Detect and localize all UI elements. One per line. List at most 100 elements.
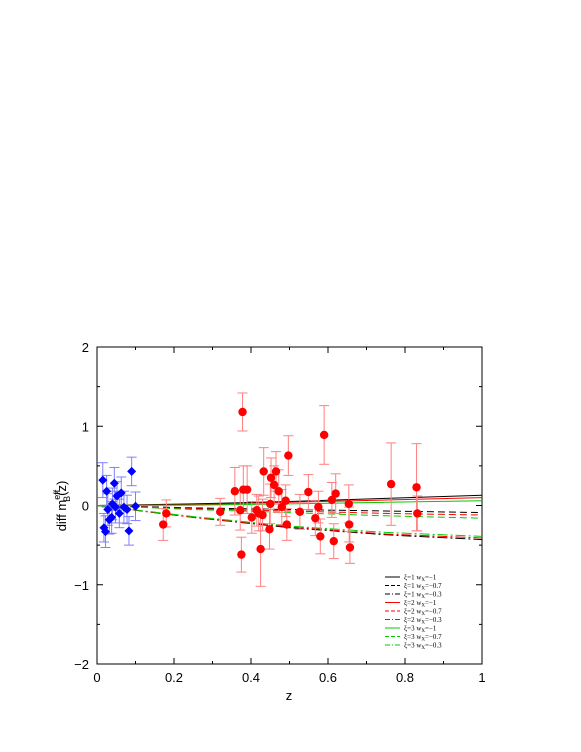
data-point-diamond: [124, 526, 134, 536]
data-point-circle: [236, 506, 245, 515]
data-point-circle: [281, 496, 290, 505]
data-point-circle: [277, 502, 286, 512]
data-point-circle: [230, 487, 240, 496]
x-axis-label: z: [286, 688, 293, 703]
data-point-diamond: [109, 478, 119, 488]
data-point-circle: [269, 480, 279, 490]
legend-label-xi: ξ=3 w: [404, 642, 422, 650]
y-tick-label: 0: [82, 499, 89, 514]
data-point-circle: [344, 499, 353, 509]
model-curve: [96, 500, 483, 506]
data-point-circle: [159, 520, 168, 529]
data-point-circle: [412, 483, 421, 492]
data-point-circle: [345, 543, 355, 552]
legend-label-sub: X: [421, 621, 425, 626]
legend-label-value: =−1: [425, 625, 437, 633]
data-point-diamond: [114, 508, 124, 518]
legend-label-value: =−0.7: [425, 608, 442, 616]
data-point-circle: [386, 479, 396, 489]
legend-label-xi: ξ=3 w: [404, 633, 422, 641]
legend-label-sub: X: [421, 587, 425, 592]
y-axis-label-tail: (z): [54, 481, 69, 496]
data-point-circle: [242, 485, 252, 494]
legend-label-xi: ξ=2 w: [404, 608, 422, 616]
x-tick-label: 0: [93, 670, 100, 685]
data-point-diamond: [127, 466, 137, 476]
legend: ξ=1 wX=−1ξ=1 wX=−0.7ξ=1 wX=−0.3ξ=2 wX=−1…: [385, 574, 442, 652]
y-axis-label-sup: eff: [52, 489, 62, 499]
legend-label-xi: ξ=1 w: [404, 582, 422, 590]
data-point-circle: [237, 550, 246, 559]
data-point-circle: [266, 499, 275, 509]
data-point-circle: [331, 489, 340, 498]
data-point-circle: [258, 510, 267, 520]
y-tick-label: −1: [74, 578, 89, 593]
x-tick-label: 0.2: [165, 670, 183, 685]
model-curve: [96, 505, 483, 537]
error-bars: [97, 392, 423, 587]
legend-label-xi: ξ=2 w: [404, 599, 422, 607]
data-point-circle: [344, 520, 354, 529]
axis-ticks: 0 0.2 0.4 0.6 0.8 1 −2 −1 0 1 2: [74, 340, 485, 685]
legend-label-xi: ξ=1 w: [404, 591, 422, 599]
data-point-diamond: [98, 475, 108, 485]
legend-label: ξ=3 wX=−0.3: [404, 642, 442, 652]
data-point-circle: [304, 487, 313, 497]
legend-label-sub: X: [421, 638, 425, 643]
legend-label-value: =−1: [425, 599, 437, 607]
data-point-circle: [266, 473, 276, 482]
legend-label: ξ=2 wX=−1: [404, 599, 437, 609]
legend-label: ξ=1 wX=−1: [404, 574, 437, 584]
data-point-circle: [238, 407, 247, 417]
data-point-circle: [295, 507, 305, 517]
legend-label-sub: X: [421, 595, 425, 600]
data-point-diamond: [131, 501, 140, 511]
legend-label: ξ=2 wX=−0.3: [404, 616, 442, 626]
data-point-circle: [284, 451, 293, 460]
legend-label: ξ=3 wX=−1: [404, 625, 437, 635]
data-point-circle: [311, 513, 320, 523]
data-point-diamond: [116, 488, 126, 498]
legend-label: ξ=1 wX=−0.7: [404, 582, 442, 592]
legend-label-xi: ξ=1 w: [404, 574, 422, 582]
data-point-circle: [314, 502, 323, 512]
y-tick-label: −2: [74, 657, 89, 672]
y-tick-label: 1: [82, 419, 89, 434]
data-point-circle: [162, 509, 171, 518]
data-point-diamond: [110, 502, 120, 512]
x-tick-label: 0.8: [396, 670, 414, 685]
legend-label-xi: ξ=3 w: [404, 625, 422, 633]
legend-label-sub: X: [421, 612, 425, 617]
data-point-circle: [216, 507, 225, 517]
data-point-diamond: [107, 512, 117, 522]
y-axis-label-main: diff m: [54, 500, 69, 532]
data-point-diamond: [102, 486, 112, 496]
data-point-circle: [274, 487, 283, 496]
data-point-diamond: [100, 527, 110, 537]
legend-label-sub: X: [421, 578, 425, 583]
data-point-diamond: [122, 504, 132, 514]
legend-label-value: =−1: [425, 574, 437, 582]
data-point-circle: [282, 520, 292, 529]
legend-label: ξ=2 wX=−0.7: [404, 608, 442, 618]
data-markers: [98, 407, 422, 559]
data-point-circle: [247, 513, 256, 522]
legend-label-value: =−0.7: [425, 633, 442, 641]
data-point-diamond: [103, 504, 113, 514]
data-point-circle: [413, 509, 422, 518]
legend-label: ξ=1 wX=−0.3: [404, 591, 442, 601]
model-curve: [96, 505, 483, 516]
legend-label-value: =−0.3: [425, 616, 442, 624]
legend-label-sub: X: [421, 604, 425, 609]
legend-label-sub: X: [421, 629, 425, 634]
data-point-circle: [327, 495, 337, 505]
y-tick-label: 2: [82, 340, 89, 355]
x-tick-label: 1: [478, 670, 485, 685]
data-point-circle: [316, 532, 325, 541]
data-point-circle: [319, 430, 329, 440]
data-point-circle: [265, 525, 274, 534]
x-tick-label: 0.6: [319, 670, 337, 685]
legend-label-value: =−0.7: [425, 582, 442, 590]
legend-label: ξ=3 wX=−0.7: [404, 633, 442, 643]
